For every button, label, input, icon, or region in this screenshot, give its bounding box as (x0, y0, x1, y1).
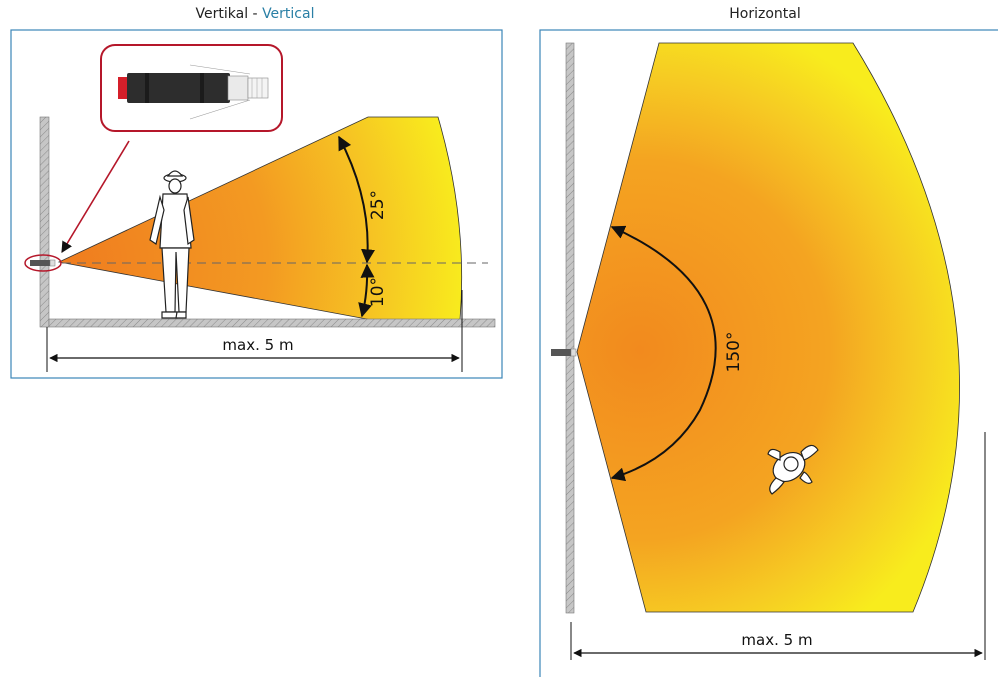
horizontal-sensor (551, 348, 577, 357)
horizontal-title: Horizontal (729, 6, 801, 22)
upper-angle-arc (338, 135, 375, 264)
standing-person (149, 170, 195, 319)
upper-angle-label: 25° (368, 190, 388, 220)
vertical-sensor (24, 254, 62, 272)
horizontal-detection-field (576, 42, 960, 613)
lower-angle-label: 10° (368, 277, 388, 307)
horizontal-frame (539, 29, 998, 677)
horizontal-wall (565, 42, 575, 614)
vertical-floor (48, 318, 496, 328)
vertical-title-de: Vertikal - (195, 6, 258, 22)
lower-angle-arc (358, 263, 375, 318)
vertical-detection-field (57, 116, 463, 321)
person-top-view (767, 444, 819, 495)
vertical-frame (10, 29, 503, 379)
vertical-title: Vertikal - Vertical (165, 6, 345, 22)
horizontal-distance-label: max. 5 m (741, 631, 812, 649)
vertical-wall (39, 116, 50, 328)
horizontal-angle-label: 150° (724, 332, 744, 373)
vertical-title-en: Vertical (262, 6, 315, 22)
sensor-callout (61, 44, 283, 253)
vertical-distance-label: max. 5 m (222, 336, 293, 354)
horizontal-angle-arc (610, 225, 717, 482)
